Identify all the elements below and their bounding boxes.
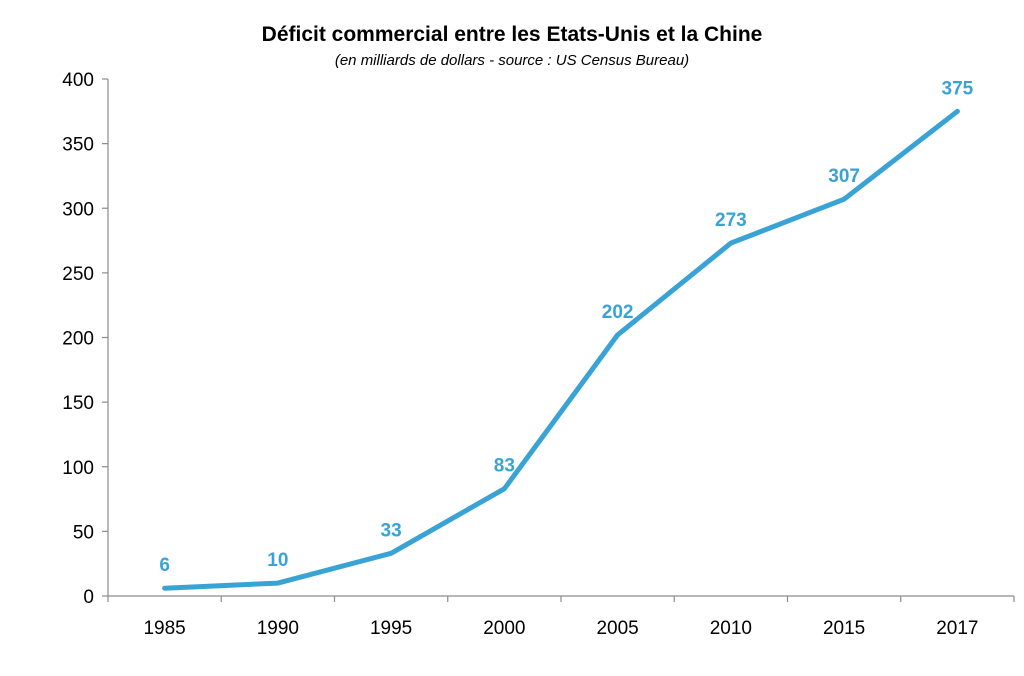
y-tick-label: 200 (62, 329, 94, 350)
data-label: 202 (602, 302, 634, 323)
data-label: 10 (267, 550, 288, 571)
y-tick-label: 100 (62, 458, 94, 479)
x-tick-label: 2000 (483, 618, 525, 639)
x-tick-label: 2017 (936, 618, 978, 639)
y-tick-label: 0 (83, 587, 94, 608)
y-tick-label: 300 (62, 199, 94, 220)
y-tick-label: 150 (62, 393, 94, 414)
data-label: 83 (494, 456, 515, 477)
x-tick-label: 1985 (143, 618, 185, 639)
x-tick-label: 1995 (370, 618, 412, 639)
axes: 0 50 100 150 200 250 300 350 400 1985 1990 1995 2000… (62, 70, 1015, 639)
chart-subtitle: (en milliards de dollars - source : US C… (335, 52, 689, 69)
y-tick-label: 50 (73, 522, 94, 543)
data-label: 33 (381, 520, 402, 541)
x-tick-label: 1990 (257, 618, 299, 639)
x-tick-label: 2010 (710, 618, 752, 639)
x-tick-label: 2005 (596, 618, 638, 639)
data-label: 6 (159, 555, 170, 576)
series-line (162, 108, 960, 591)
y-tick-label: 250 (62, 264, 94, 285)
data-labels: 6 10 33 83 202 273 307 375 (159, 78, 973, 576)
data-label: 273 (715, 210, 747, 231)
series-layer (162, 108, 960, 591)
y-tick-label: 350 (62, 135, 94, 156)
x-tick-label: 2015 (823, 618, 865, 639)
data-label: 307 (828, 166, 860, 187)
data-label: 375 (942, 78, 974, 99)
chart-title: Déficit commercial entre les Etats-Unis … (262, 23, 763, 46)
y-tick-label: 400 (62, 70, 94, 91)
